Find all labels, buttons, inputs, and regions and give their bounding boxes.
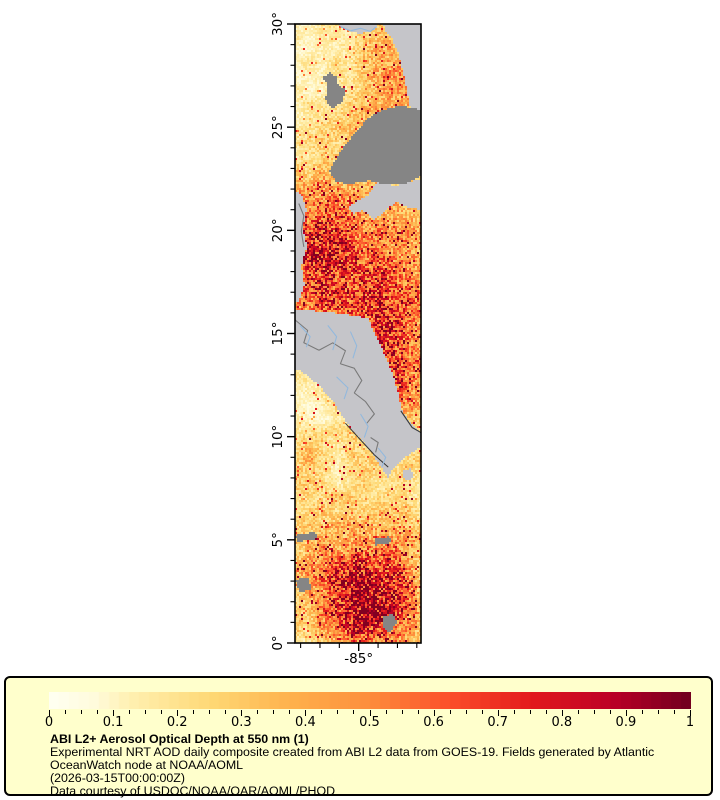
colorbar-minor-tick [673,710,675,714]
colorbar-minor-tick [577,710,579,714]
colorbar-major-tick [369,710,371,716]
legend-timestamp: (2026-03-15T00:00:00Z) [50,771,186,785]
colorbar-tick-label: 0.8 [551,715,573,730]
colorbar-tick-label: 0.3 [230,715,252,730]
lon-tick-label: -85° [344,651,373,667]
colorbar-tick-label: 0.6 [423,715,444,730]
legend-credit: Data courtesy of USDOC/NOAA/OAR/AOML/PHO… [50,784,336,798]
colorbar-minor-tick [321,710,323,714]
colorbar-tick-label: 0 [44,715,54,730]
colorbar-major-tick [497,710,499,716]
colorbar-major-tick [625,710,627,716]
colorbar-minor-tick [97,710,99,714]
colorbar-tick-label: 0.1 [102,715,124,730]
colorbar-major-tick [305,710,307,716]
colorbar-minor-tick [161,710,163,714]
colorbar-minor-tick [257,710,259,714]
lat-tick-label: 15° [270,322,286,346]
colorbar-minor-tick [385,710,387,714]
legend-caption: ABI L2+ Aerosol Optical Depth at 550 nm … [50,733,654,798]
colorbar-major-tick [177,710,179,716]
colorbar-minor-tick [193,710,195,714]
aod-map-image [295,24,421,643]
colorbar-minor-tick [81,710,83,714]
colorbar-minor-tick [417,710,419,714]
colorbar-minor-tick [593,710,595,714]
lat-tick-label: 0° [270,635,286,650]
colorbar-minor-tick [65,710,67,714]
lat-tick-label: 25° [270,115,286,139]
colorbar-major-tick [433,710,435,716]
colorbar-minor-tick [289,710,291,714]
colorbar-major-tick [690,710,691,716]
colorbar-tick-label: 0.2 [166,715,188,730]
colorbar-tick-label: 0.9 [615,715,637,730]
lat-tick-label: 20° [270,218,286,242]
colorbar-minor-tick [401,710,403,714]
lat-tick-label: 10° [270,425,286,449]
colorbar-major-tick [113,710,115,716]
colorbar-major-tick [561,710,563,716]
colorbar-minor-tick [353,710,355,714]
colorbar-minor-tick [337,710,339,714]
colorbar-minor-tick [545,710,547,714]
colorbar-tick-label: 0.5 [359,715,380,730]
colorbar-minor-tick [465,710,467,714]
colorbar-minor-tick [449,710,451,714]
colorbar-minor-tick [145,710,147,714]
colorbar-minor-tick [273,710,275,714]
legend-description-line-2: OceanWatch node at NOAA/AOML [50,758,244,772]
colorbar-minor-tick [225,710,227,714]
colorbar-tick-label: 1 [685,715,695,730]
colorbar-legend-panel: 0 0.1 0.2 0.3 0.4 0.5 0.6 0.7 0.8 0.9 1 ABI L2+ Ae… [4,676,713,798]
legend-title: ABI L2+ Aerosol Optical Depth at 550 nm … [50,732,309,746]
colorbar-minor-tick [609,710,611,714]
lat-tick-label: 30° [270,12,286,36]
colorbar-gradient [49,692,691,709]
legend-description-line-1: Experimental NRT AOD daily composite cre… [50,745,655,759]
lat-tick-label: 5° [270,532,286,547]
colorbar-minor-tick [657,710,659,714]
colorbar-minor-tick [513,710,515,714]
colorbar-major-tick [241,710,243,716]
colorbar-minor-tick [529,710,531,714]
colorbar-minor-tick [641,710,643,714]
colorbar-tick-label: 0.7 [487,715,509,730]
colorbar-minor-tick [481,710,483,714]
colorbar-major-tick [49,710,50,716]
colorbar-minor-tick [129,710,131,714]
colorbar-minor-tick [209,710,211,714]
colorbar-tick-label: 0.4 [295,715,316,730]
